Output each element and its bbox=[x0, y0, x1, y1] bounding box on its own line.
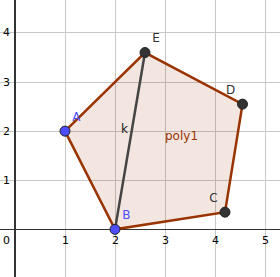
svg-text:B: B bbox=[122, 208, 130, 222]
svg-text:3: 3 bbox=[3, 76, 10, 89]
svg-text:D: D bbox=[226, 83, 235, 97]
svg-text:0: 0 bbox=[3, 234, 10, 247]
svg-text:3: 3 bbox=[162, 234, 169, 247]
svg-text:4: 4 bbox=[212, 234, 219, 247]
svg-text:4: 4 bbox=[3, 26, 10, 39]
svg-text:5: 5 bbox=[262, 234, 269, 247]
svg-text:E: E bbox=[152, 31, 160, 45]
svg-text:1: 1 bbox=[62, 234, 69, 247]
svg-text:2: 2 bbox=[112, 234, 119, 247]
svg-text:A: A bbox=[72, 110, 81, 124]
svg-text:C: C bbox=[209, 191, 217, 205]
svg-text:2: 2 bbox=[3, 125, 10, 138]
svg-text:poly1: poly1 bbox=[165, 129, 198, 143]
svg-text:1: 1 bbox=[3, 174, 10, 187]
svg-text:k: k bbox=[121, 122, 128, 136]
